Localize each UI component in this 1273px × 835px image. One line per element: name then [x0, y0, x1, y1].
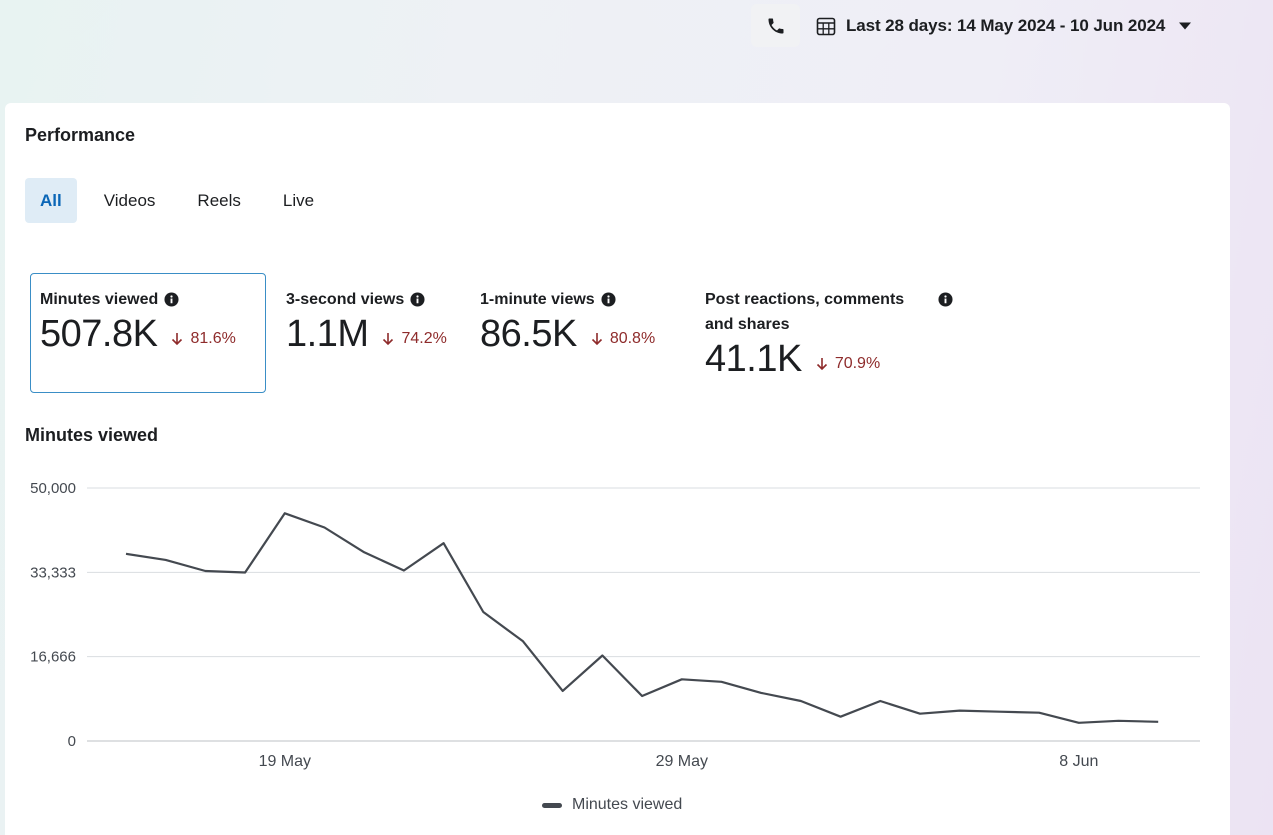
arrow-down-icon	[816, 357, 828, 371]
metric-delta-value: 80.8%	[609, 330, 656, 347]
info-icon[interactable]	[938, 292, 953, 307]
data-point[interactable]	[517, 635, 529, 647]
metric-delta: 81.6%	[171, 330, 236, 348]
data-point[interactable]	[319, 522, 331, 534]
data-point[interactable]	[1152, 716, 1164, 728]
performance-card: Performance All Videos Reels Live Minute…	[5, 103, 1230, 835]
data-point[interactable]	[358, 546, 370, 558]
metric-value: 1.1M	[286, 313, 369, 355]
minutes-viewed-line-chart: 50,000 33,333 16,666 0 19 May 29 May 8 Jun	[30, 480, 1200, 770]
data-point[interactable]	[636, 690, 648, 702]
metric-value: 86.5K	[480, 313, 577, 355]
data-point[interactable]	[716, 676, 728, 688]
x-tick-label: 29 May	[656, 753, 708, 770]
metric-label: Minutes viewed	[40, 291, 159, 308]
y-tick-label: 16,666	[30, 649, 76, 666]
x-tick-label: 8 Jun	[1059, 753, 1098, 770]
data-point[interactable]	[835, 711, 847, 723]
data-point[interactable]	[1033, 707, 1045, 719]
date-range-picker[interactable]: Last 28 days: 14 May 2024 - 10 Jun 2024	[808, 4, 1224, 47]
metric-label: Post reactions, comments and shares	[705, 291, 905, 333]
phone-button[interactable]	[751, 4, 800, 47]
data-point[interactable]	[954, 705, 966, 717]
metric-label: 3-second views	[286, 291, 405, 308]
legend-label: Minutes viewed	[572, 796, 683, 813]
performance-tabs: All Videos Reels Live	[25, 178, 341, 223]
chart-legend[interactable]: Minutes viewed	[542, 796, 682, 814]
calendar-icon	[816, 16, 836, 36]
data-point[interactable]	[239, 567, 251, 579]
data-point[interactable]	[398, 565, 410, 577]
y-tick-label: 0	[68, 733, 76, 750]
arrow-down-icon	[171, 332, 183, 346]
metric-delta-value: 74.2%	[401, 330, 447, 347]
date-range-label: Last 28 days: 14 May 2024 - 10 Jun 2024	[846, 15, 1166, 35]
info-icon[interactable]	[164, 292, 179, 307]
data-point[interactable]	[120, 548, 132, 560]
chart-title: Minutes viewed	[25, 425, 159, 445]
data-point[interactable]	[993, 706, 1005, 718]
data-point[interactable]	[477, 606, 489, 618]
metric-delta-value: 81.6%	[190, 330, 236, 347]
tab-all[interactable]: All	[25, 178, 77, 223]
metric-delta: 70.9%	[816, 355, 880, 373]
tab-videos[interactable]: Videos	[103, 190, 156, 210]
series-line-minutes-viewed[interactable]	[125, 512, 1159, 724]
tab-reels[interactable]: Reels	[197, 190, 241, 210]
y-tick-label: 33,333	[30, 564, 76, 581]
tab-live[interactable]: Live	[282, 190, 315, 210]
metric-value: 41.1K	[705, 338, 802, 380]
phone-icon	[766, 16, 786, 36]
caret-down-icon	[1178, 21, 1192, 31]
info-icon[interactable]	[410, 292, 425, 307]
data-point[interactable]	[795, 695, 807, 707]
data-point[interactable]	[1073, 717, 1085, 729]
data-point[interactable]	[676, 673, 688, 685]
metric-3-second-views[interactable]: 3-second views 1.1M 74.2%	[286, 273, 476, 356]
metric-delta-value: 70.9%	[834, 355, 881, 372]
data-point[interactable]	[874, 695, 886, 707]
data-point[interactable]	[438, 537, 450, 549]
metric-1-minute-views[interactable]: 1-minute views 86.5K 80.8%	[480, 273, 690, 356]
legend-swatch	[542, 802, 562, 808]
y-tick-label: 50,000	[30, 480, 76, 497]
data-point[interactable]	[557, 685, 569, 697]
metric-value: 507.8K	[40, 313, 158, 355]
data-point[interactable]	[160, 554, 172, 566]
metric-label: 1-minute views	[480, 291, 595, 308]
metric-minutes-viewed[interactable]: Minutes viewed 507.8K 81.6%	[30, 273, 266, 393]
arrow-down-icon	[382, 332, 394, 346]
data-point[interactable]	[596, 650, 608, 662]
data-point[interactable]	[1113, 715, 1125, 727]
metric-delta: 74.2%	[382, 330, 447, 348]
data-point[interactable]	[755, 687, 767, 699]
info-icon[interactable]	[601, 292, 616, 307]
data-point[interactable]	[914, 708, 926, 720]
metric-delta: 80.8%	[591, 330, 655, 348]
data-point[interactable]	[279, 507, 291, 519]
data-point[interactable]	[199, 565, 211, 577]
metric-post-reactions[interactable]: Post reactions, comments and shares 41.1…	[705, 273, 965, 381]
performance-title: Performance	[25, 125, 136, 145]
arrow-down-icon	[591, 332, 603, 346]
x-tick-label: 19 May	[259, 753, 311, 770]
